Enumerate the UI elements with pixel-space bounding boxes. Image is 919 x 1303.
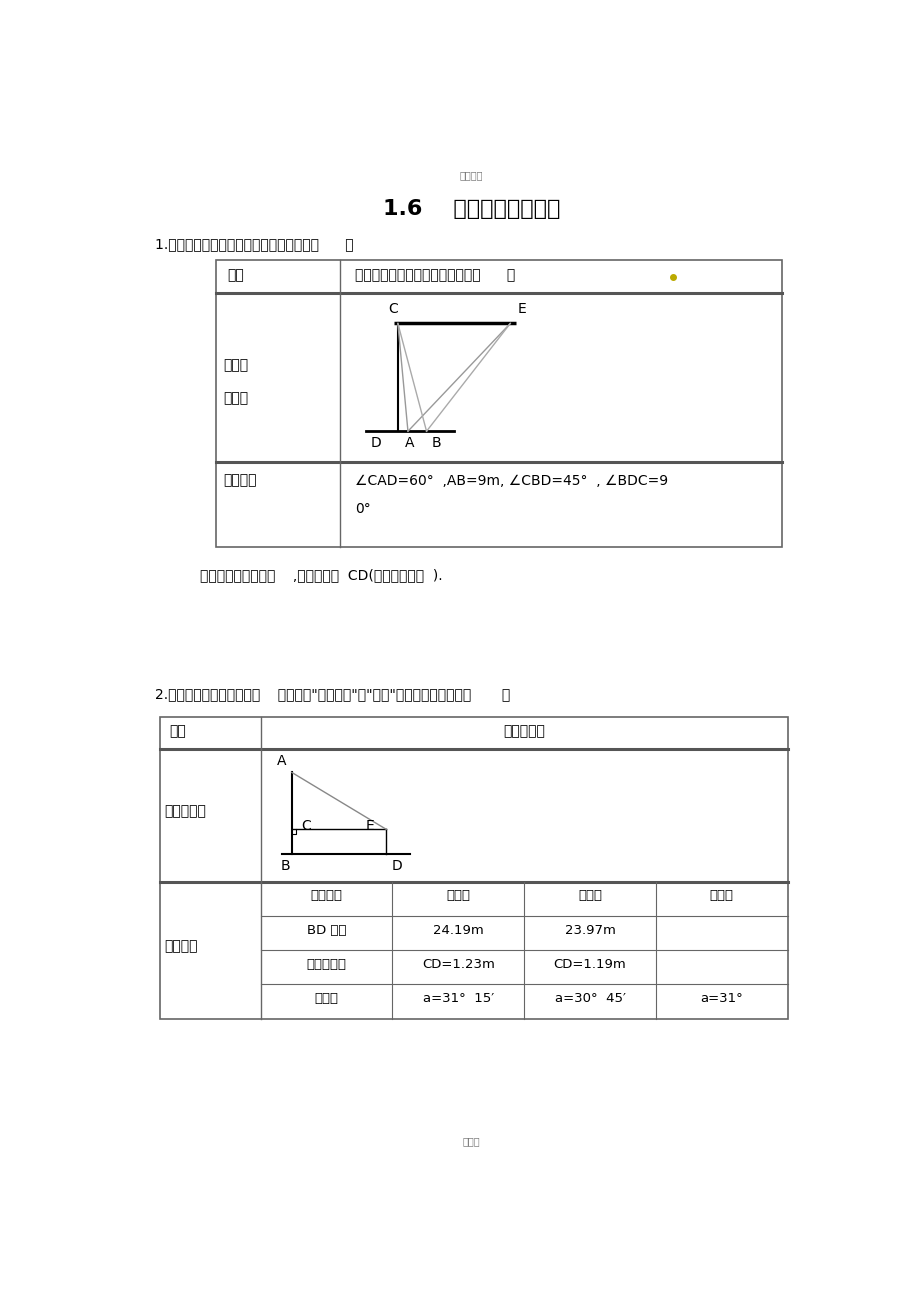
Text: 1.下表是小明同学填写活动报告的部分内容      ：: 1.下表是小明同学填写活动报告的部分内容 ：	[155, 237, 354, 251]
Text: C: C	[388, 302, 398, 315]
Text: 测量目: 测量目	[223, 358, 248, 373]
Text: 第二次: 第二次	[577, 889, 601, 902]
Text: a=30°  45′: a=30° 45′	[554, 992, 625, 1005]
Text: 平均值: 平均值	[709, 889, 733, 902]
Text: 可编辑: 可编辑	[462, 1136, 480, 1145]
Text: D: D	[370, 437, 381, 450]
Text: 精品教案: 精品教案	[460, 171, 482, 180]
Text: 标图示: 标图示	[223, 391, 248, 405]
Text: A: A	[277, 753, 286, 767]
Text: 课题: 课题	[169, 724, 186, 739]
Text: 2.下面是活动报告的一部分    ，请填写"测得数据"和"计算"两栏中未完成的部分       。: 2.下面是活动报告的一部分 ，请填写"测得数据"和"计算"两栏中未完成的部分 。	[155, 688, 510, 701]
Text: B: B	[280, 859, 290, 873]
Text: C: C	[301, 820, 311, 833]
Text: 课题: 课题	[227, 268, 244, 281]
Text: 请你根据以上的条件    ,计算出河宽  CD(结果保留根号  ).: 请你根据以上的条件 ,计算出河宽 CD(结果保留根号 ).	[200, 568, 442, 582]
Text: BD 的长: BD 的长	[307, 924, 346, 937]
Text: E: E	[366, 820, 374, 833]
Text: 测得数据: 测得数据	[223, 473, 256, 487]
Text: a=31°: a=31°	[699, 992, 743, 1005]
Text: 0°: 0°	[355, 502, 370, 516]
Text: 24.19m: 24.19m	[433, 924, 483, 937]
Text: B: B	[431, 437, 440, 450]
Text: 测得数据: 测得数据	[165, 939, 198, 954]
Text: 测量旗杆高: 测量旗杆高	[503, 724, 545, 739]
Text: 测倾器的高: 测倾器的高	[306, 958, 346, 971]
Text: CD=1.19m: CD=1.19m	[553, 958, 626, 971]
Text: 测量项目: 测量项目	[311, 889, 342, 902]
Text: 在两岸近似平行的河段上测量河宽      。: 在两岸近似平行的河段上测量河宽 。	[355, 268, 515, 281]
Text: 倾斜角: 倾斜角	[314, 992, 338, 1005]
Text: CD=1.23m: CD=1.23m	[422, 958, 494, 971]
Text: ∠CAD=60°  ,AB=9m, ∠CBD=45°  , ∠BDC=9: ∠CAD=60° ,AB=9m, ∠CBD=45° , ∠BDC=9	[355, 473, 667, 487]
Text: E: E	[516, 302, 526, 315]
Text: 第一次: 第一次	[446, 889, 470, 902]
Text: 测量示意图: 测量示意图	[165, 805, 206, 818]
Text: 23.97m: 23.97m	[564, 924, 615, 937]
Text: a=31°  15′: a=31° 15′	[422, 992, 494, 1005]
Text: D: D	[391, 859, 402, 873]
Text: 1.6    利用三角函数测高: 1.6 利用三角函数测高	[382, 199, 560, 219]
Text: A: A	[404, 437, 414, 450]
